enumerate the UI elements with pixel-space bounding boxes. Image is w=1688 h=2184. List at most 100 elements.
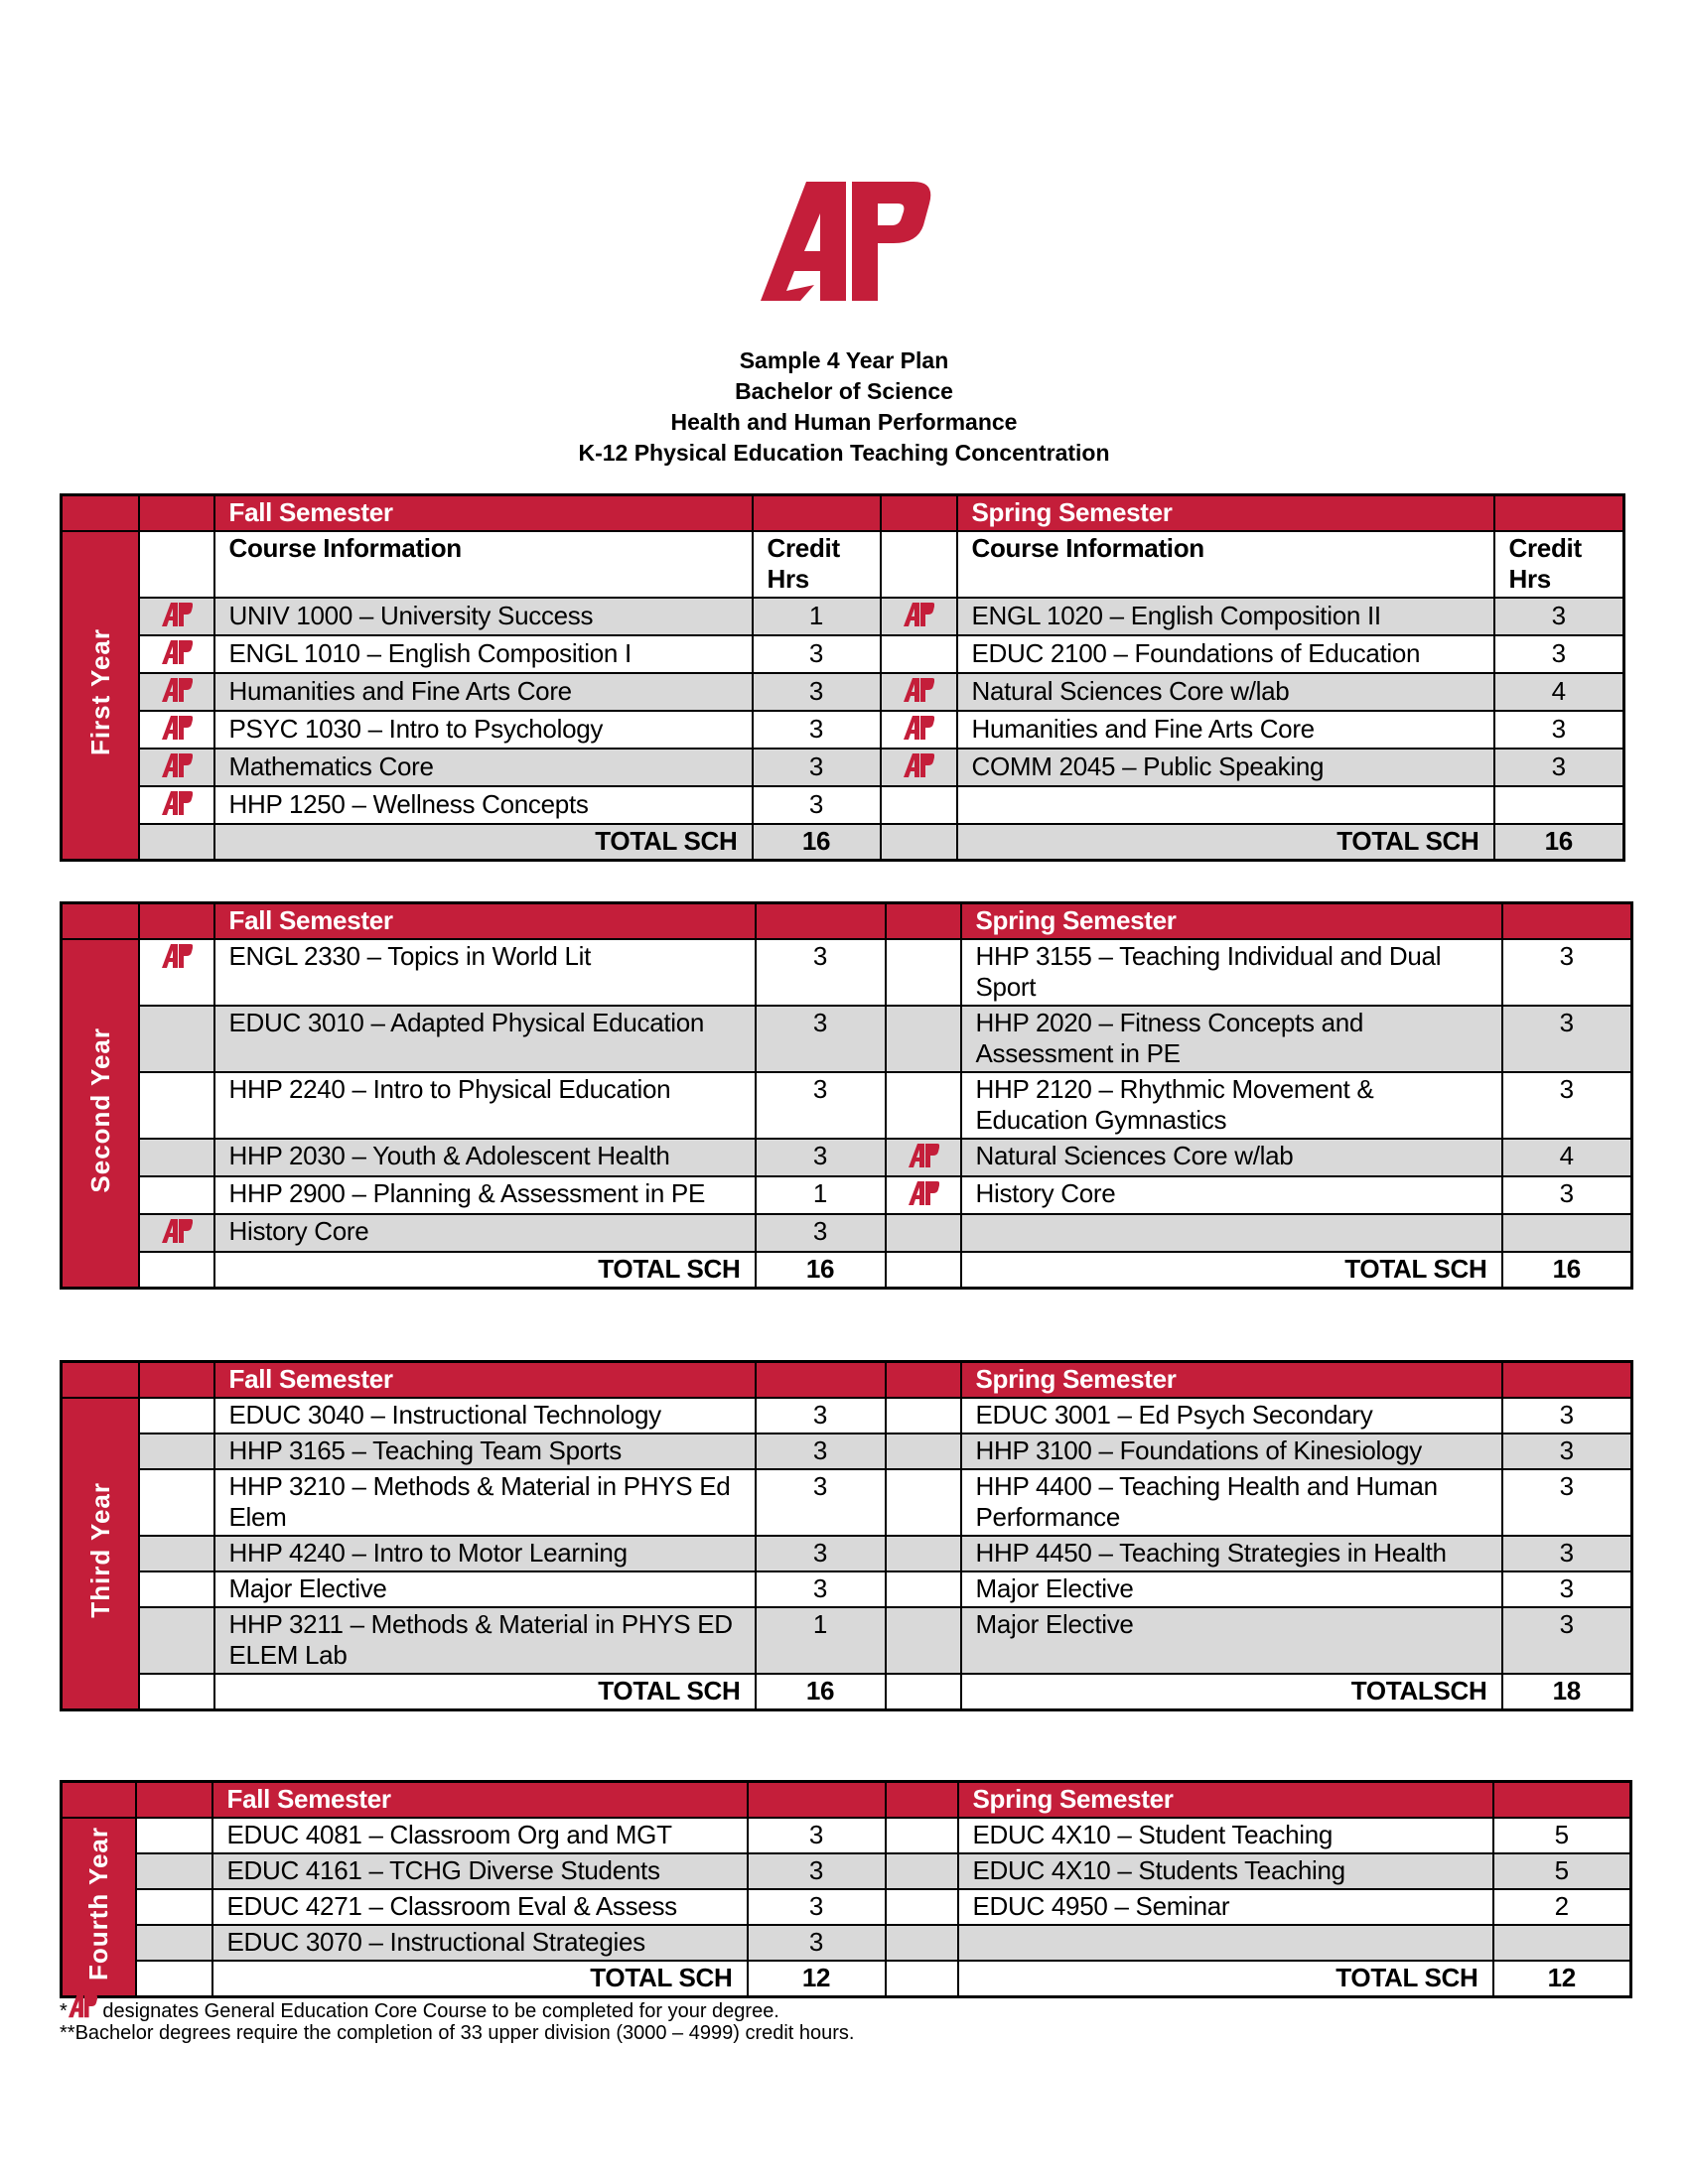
fall-course: Mathematics Core <box>212 748 754 787</box>
fall-course: HHP 3165 – Teaching Team Sports <box>212 1433 757 1470</box>
year-plan-table: Fall Semester Spring Semester Fourth Year E… <box>60 1780 1632 1998</box>
spring-total-label: TOTAL SCH <box>955 823 1495 862</box>
fall-total-label: TOTAL SCH <box>212 1251 757 1290</box>
core-marker-cell <box>879 785 958 825</box>
core-marker-cell <box>137 710 215 750</box>
fall-total-label: TOTAL SCH <box>212 823 754 862</box>
ap-logo-icon <box>161 753 193 784</box>
fall-credit: 3 <box>751 748 882 787</box>
core-marker-cell <box>884 1071 962 1140</box>
spring-total: 16 <box>1500 1251 1633 1290</box>
spring-credit <box>1491 1924 1632 1962</box>
fall-semester-title: Fall Semester <box>212 1360 757 1399</box>
fall-credit: 3 <box>754 1213 887 1253</box>
spring-total-label: TOTALSCH <box>959 1673 1503 1711</box>
spring-course: HHP 3100 – Foundations of Kinesiology <box>959 1433 1503 1470</box>
fall-course: HHP 4240 – Intro to Motor Learning <box>212 1535 757 1572</box>
spring-credit: 3 <box>1492 748 1625 787</box>
core-marker-cell <box>137 1175 215 1215</box>
spring-credit <box>1500 1213 1633 1253</box>
fall-semester-title: Fall Semester <box>211 1780 749 1819</box>
fall-credit: 3 <box>751 634 882 674</box>
core-marker-cell <box>137 1213 215 1253</box>
ap-logo-icon <box>903 716 935 747</box>
semester-header-row: Fall Semester Spring Semester <box>60 901 1633 940</box>
spring-credit: 4 <box>1492 672 1625 712</box>
fall-credit: 1 <box>754 1606 887 1675</box>
core-marker-cell <box>884 1888 959 1926</box>
semester-header-row: Fall Semester Spring Semester <box>60 1780 1632 1819</box>
core-marker-cell <box>884 1817 959 1854</box>
spring-total-label: TOTAL SCH <box>956 1960 1494 1998</box>
table-row: HHP 2030 – Youth & Adolescent Health 3 Nat… <box>62 1138 1633 1177</box>
table-row: HHP 1250 – Wellness Concepts 3 <box>62 785 1625 825</box>
spring-course: EDUC 4X10 – Student Teaching <box>956 1817 1494 1854</box>
spring-total: 16 <box>1492 823 1625 862</box>
fall-credit: 3 <box>751 710 882 750</box>
core-marker-cell <box>137 634 215 674</box>
year-plan-table: Fall Semester Spring Semester Second Year E… <box>60 901 1633 1290</box>
ap-logo-icon <box>903 753 935 784</box>
ap-logo-icon <box>903 678 935 709</box>
table-row: EDUC 4161 – TCHG Diverse Students 3 EDUC 4… <box>62 1852 1632 1890</box>
core-marker-cell <box>879 672 958 712</box>
ap-logo-icon <box>161 678 193 709</box>
spring-semester-title: Spring Semester <box>959 1360 1503 1399</box>
table-row: HHP 3165 – Teaching Team Sports 3 HHP 3100… <box>62 1433 1633 1470</box>
core-marker-cell <box>137 597 215 636</box>
table-row: Humanities and Fine Arts Core 3 Natural Sc… <box>62 672 1625 712</box>
spring-course <box>956 1924 1494 1962</box>
core-marker-cell <box>137 1570 215 1608</box>
table-row: UNIV 1000 – University Success 1 ENGL 1020… <box>62 597 1625 636</box>
table-row: History Core 3 <box>62 1213 1633 1253</box>
spring-credit: 5 <box>1491 1852 1632 1890</box>
course-info-header: Course Information <box>955 530 1495 599</box>
title-line: Health and Human Performance <box>670 409 1018 435</box>
fall-total-label: TOTAL SCH <box>212 1673 757 1711</box>
core-marker-cell <box>879 597 958 636</box>
core-marker-cell <box>137 748 215 787</box>
spring-semester-title: Spring Semester <box>955 493 1495 532</box>
core-marker-cell <box>879 748 958 787</box>
fall-course: History Core <box>212 1213 757 1253</box>
spring-course: COMM 2045 – Public Speaking <box>955 748 1495 787</box>
fall-credit: 3 <box>754 1138 887 1177</box>
core-marker-cell <box>879 634 958 674</box>
spring-course: Major Elective <box>959 1606 1503 1675</box>
column-header-row: First Year Course Information Credit Hrs Co… <box>60 530 1625 862</box>
core-marker-cell <box>884 1175 962 1215</box>
table-row: HHP 4240 – Intro to Motor Learning 3 HHP 4… <box>62 1535 1633 1572</box>
fall-course: ENGL 2330 – Topics in World Lit <box>212 938 757 1007</box>
spring-credit: 3 <box>1500 1570 1633 1608</box>
spring-credit: 3 <box>1500 1005 1633 1073</box>
ap-logo-icon <box>161 603 193 633</box>
fall-total: 12 <box>746 1960 887 1998</box>
plan-title-block: Sample 4 Year Plan Bachelor of Science H… <box>0 345 1688 469</box>
core-marker-cell <box>884 1468 962 1537</box>
fall-credit: 1 <box>751 597 882 636</box>
core-marker-cell <box>137 1138 215 1177</box>
fall-course: EDUC 4081 – Classroom Org and MGT <box>211 1817 749 1854</box>
fall-course: HHP 3210 – Methods & Material in PHYS Ed… <box>212 1468 757 1537</box>
table-row: EDUC 3010 – Adapted Physical Education 3 H… <box>62 1005 1633 1073</box>
table-row: EDUC 4271 – Classroom Eval & Assess 3 EDUC… <box>62 1888 1632 1926</box>
fall-course: EDUC 3040 – Instructional Technology <box>212 1397 757 1434</box>
title-line: Sample 4 Year Plan <box>739 347 949 373</box>
fall-total: 16 <box>754 1673 887 1711</box>
table-row: HHP 3211 – Methods & Material in PHYS ED… <box>62 1606 1633 1675</box>
fall-course: EDUC 4271 – Classroom Eval & Assess <box>211 1888 749 1926</box>
spring-course <box>959 1213 1503 1253</box>
total-row: TOTAL SCH 16 TOTAL SCH 16 <box>62 823 1625 862</box>
core-marker-cell <box>137 1535 215 1572</box>
core-marker-cell <box>884 1606 962 1675</box>
spring-credit: 4 <box>1500 1138 1633 1177</box>
ap-logo-icon <box>161 640 193 671</box>
table-row: EDUC 3070 – Instructional Strategies 3 <box>62 1924 1632 1962</box>
core-marker-cell <box>134 1852 213 1890</box>
fall-course: ENGL 1010 – English Composition I <box>212 634 754 674</box>
ap-logo-icon <box>903 603 935 633</box>
table-row: Mathematics Core 3 COMM 2045 – Public Spea… <box>62 748 1625 787</box>
fall-credit: 3 <box>754 1071 887 1140</box>
core-marker-cell <box>137 1071 215 1140</box>
year-label: Fourth Year <box>60 1817 137 1998</box>
